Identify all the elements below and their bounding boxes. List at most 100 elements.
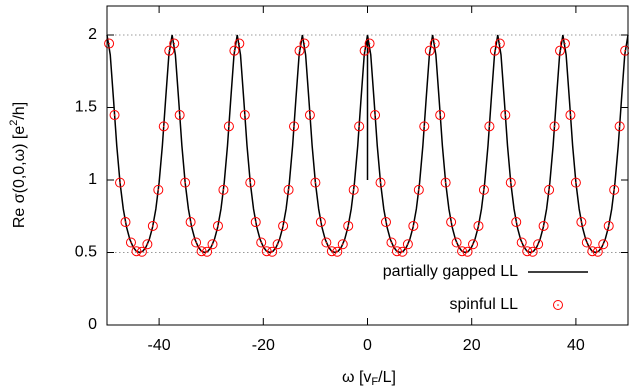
scatter-point: [516, 237, 527, 248]
scatter-point-center: [195, 241, 197, 244]
scatter-point-center: [293, 125, 295, 128]
scatter-point-center: [341, 243, 344, 246]
scatter-point: [462, 246, 473, 257]
scatter-point: [153, 184, 164, 195]
scatter-point-center: [548, 189, 550, 191]
scatter-point-center: [575, 181, 577, 184]
legend-symbol: [553, 300, 563, 310]
y-tick-label: 1.5: [75, 99, 97, 116]
scatter-point-center: [559, 49, 561, 52]
scatter-point: [587, 246, 598, 257]
scatter-point: [544, 184, 555, 195]
scatter-point-center: [374, 114, 376, 116]
scatter-point-center: [385, 221, 387, 223]
scatter-point-center: [591, 250, 594, 252]
x-tick-label: 40: [567, 337, 585, 354]
scatter-point: [581, 237, 592, 248]
scatter-point-center: [379, 181, 382, 184]
scatter-point: [380, 217, 391, 228]
scatter-point-center: [162, 125, 165, 128]
scatter-point: [473, 220, 484, 231]
scatter-point: [169, 38, 180, 49]
y-tick-label: 0.5: [75, 244, 97, 261]
scatter-point: [413, 184, 424, 195]
scatter-point: [272, 239, 283, 250]
x-label-part: ω [v: [342, 369, 371, 386]
legend-label: spinful LL: [450, 296, 519, 313]
scatter-point-center: [325, 241, 328, 244]
scatter-point: [147, 220, 158, 231]
scatter-point: [131, 246, 142, 257]
y-axis-label: Re σ(0,0,ω) [e2/h]: [8, 102, 28, 228]
scatter-point-center: [553, 125, 556, 128]
scatter-point-center: [211, 243, 214, 246]
scatter-point: [565, 110, 576, 121]
scatter-point-center: [531, 250, 534, 253]
scatter-point: [180, 177, 191, 188]
scatter-point: [603, 220, 614, 231]
scatter-point-center: [189, 221, 192, 223]
scatter-point: [174, 110, 185, 121]
scatter-point: [218, 184, 229, 195]
scatter-point: [522, 246, 533, 257]
scatter-point: [185, 217, 196, 228]
y-label-part: Re σ(0,0,ω) [e: [11, 126, 28, 229]
scatter-point: [375, 177, 386, 188]
scatter-point-center: [439, 114, 441, 116]
scatter-point: [505, 177, 516, 188]
scatter-point-center: [624, 49, 626, 52]
scatter-point-center: [282, 225, 284, 227]
scatter-point: [386, 237, 397, 248]
scatter-point: [315, 217, 326, 228]
scatter-point: [500, 110, 511, 121]
scatter-point: [207, 239, 218, 250]
scatter-point: [429, 38, 440, 49]
scatter-point-center: [520, 241, 523, 244]
scatter-point-center: [265, 250, 268, 252]
scatter-point-center: [509, 181, 512, 184]
scatter-point-center: [602, 243, 605, 246]
scatter-point: [451, 237, 462, 248]
scatter-point: [408, 220, 419, 231]
scatter-point: [527, 246, 538, 257]
scatter-point: [598, 239, 609, 250]
scatter-point-center: [515, 221, 518, 223]
y-label-part: /h]: [11, 102, 28, 120]
scatter-point: [283, 184, 294, 195]
scatter-point: [364, 38, 375, 49]
scatter-point: [120, 217, 131, 228]
scatter-point: [592, 246, 603, 257]
scatter-point: [158, 121, 169, 132]
scatter-point: [397, 246, 408, 257]
scatter-point: [440, 177, 451, 188]
scatter-point-center: [108, 42, 110, 45]
scatter-point: [267, 246, 278, 257]
line-series: [106, 34, 629, 254]
scatter-point: [278, 220, 289, 231]
scatter-point-center: [336, 250, 339, 253]
scatter-point: [136, 246, 147, 257]
scatter-point-center: [271, 250, 273, 253]
x-tick-label: 20: [463, 337, 481, 354]
scatter-point-center: [607, 225, 610, 227]
scatter-point-center: [238, 42, 241, 45]
scatter-point-center: [206, 250, 208, 253]
scatter-point: [212, 220, 223, 231]
scatter-point-center: [401, 250, 404, 253]
scatter-point: [446, 217, 457, 228]
scatter-point: [289, 121, 300, 132]
scatter-point: [229, 45, 240, 56]
scatter-point-center: [428, 49, 431, 52]
scatter-point-center: [352, 189, 355, 191]
scatter-point: [468, 239, 479, 250]
scatter-point-center: [472, 243, 474, 246]
scatter-point-center: [494, 49, 496, 52]
scatter-point: [478, 184, 489, 195]
scatter-point: [223, 121, 234, 132]
scatter-point-center: [368, 42, 371, 45]
scatter-point-center: [477, 225, 480, 227]
scatter-point: [555, 45, 566, 56]
scatter-point: [115, 177, 126, 188]
scatter-point-center: [407, 243, 409, 246]
